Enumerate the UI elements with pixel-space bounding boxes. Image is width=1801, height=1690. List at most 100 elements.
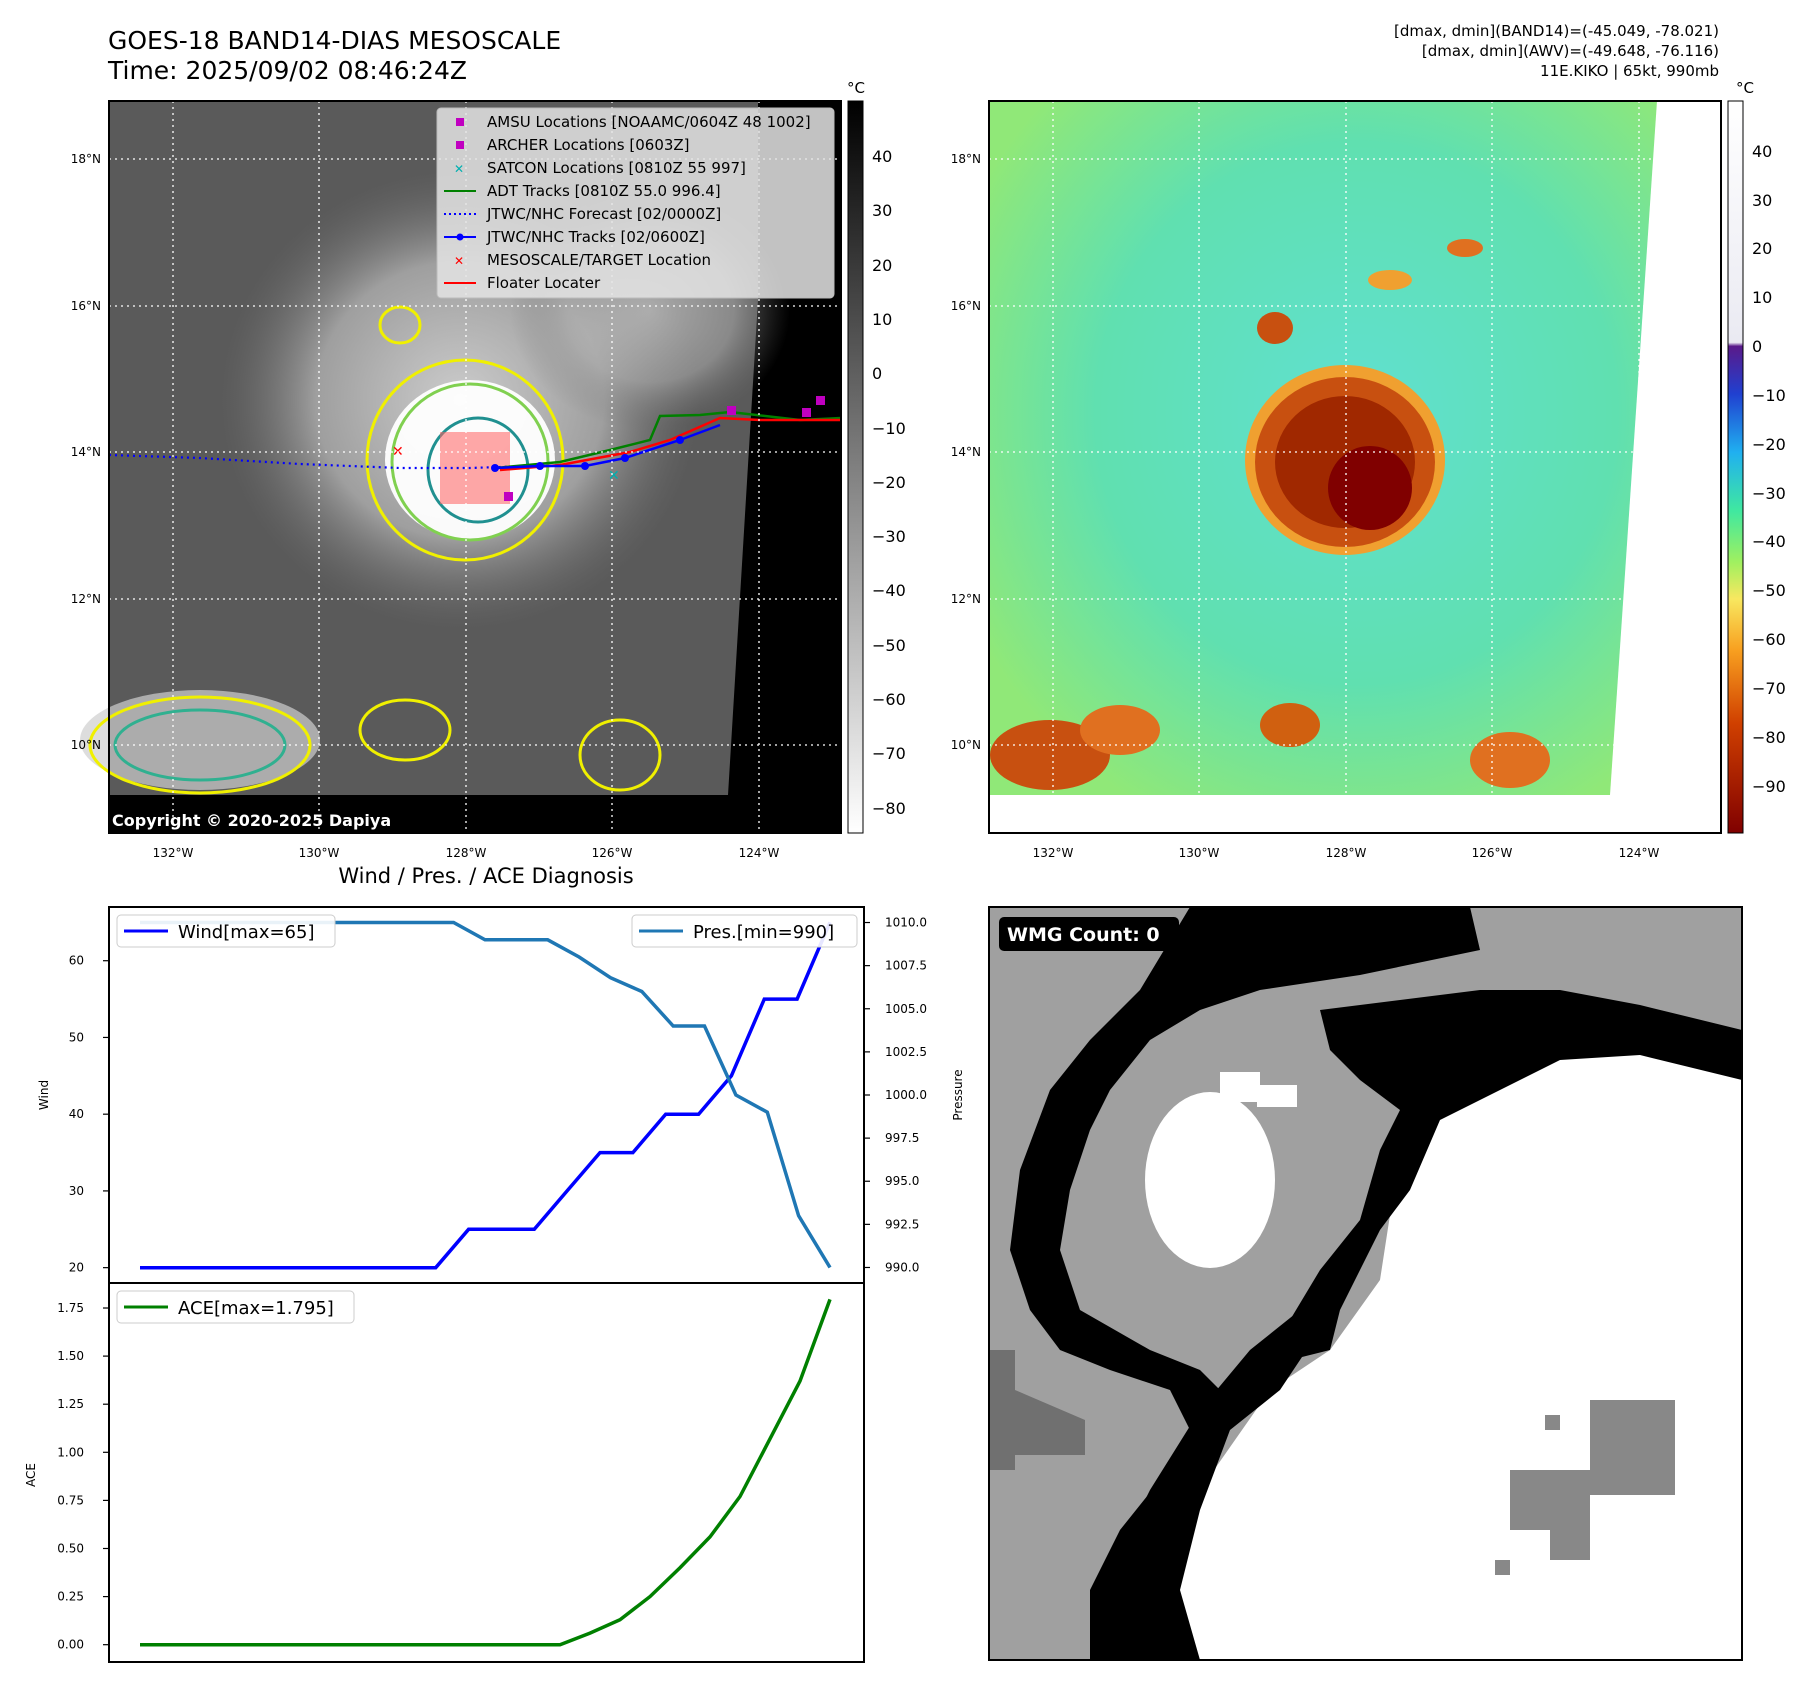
left-colorbar-tick: −60 bbox=[872, 690, 906, 709]
wmg-gray-patch-east bbox=[1495, 1560, 1510, 1575]
left-lat-tick: 16°N bbox=[71, 299, 101, 313]
pressure-tick-label: 1010.0 bbox=[885, 916, 927, 930]
right-lon-tick: 132°W bbox=[1033, 846, 1074, 860]
wmg-black-band-south bbox=[1100, 1310, 1320, 1660]
right-lon-tick: 124°W bbox=[1619, 846, 1660, 860]
ace-series-line bbox=[140, 1298, 832, 1647]
left-colorbar-tick: 30 bbox=[872, 201, 892, 220]
right-colorbar-tick: −30 bbox=[1752, 484, 1786, 503]
satcon-marker: ✕ bbox=[608, 468, 620, 484]
left-colorbar-tick: −70 bbox=[872, 744, 906, 763]
contour-yellow-north bbox=[378, 305, 422, 345]
right-colorbar-tick: −50 bbox=[1752, 581, 1786, 600]
right-lon-tick: 126°W bbox=[1472, 846, 1513, 860]
wmg-gray-patch-east bbox=[1550, 1520, 1590, 1560]
pressure-tick-label: 997.5 bbox=[885, 1131, 919, 1145]
legend-archer-swatch bbox=[456, 141, 464, 149]
pressure-tick-label: 1000.0 bbox=[885, 1088, 927, 1102]
right-map-gridlines bbox=[989, 101, 1721, 833]
ace-tick-label: 0.50 bbox=[57, 1541, 84, 1555]
ace-tick-label: 0.25 bbox=[57, 1590, 84, 1604]
right-cloud-north-east-b bbox=[1368, 270, 1412, 290]
pressure-axis-ticks: 1010.0 1007.5 1005.0 1002.5 1000.0 997.5 995.0… bbox=[864, 916, 927, 1274]
archer-marker bbox=[816, 396, 825, 405]
ace-tick-label: 1.25 bbox=[57, 1397, 84, 1411]
legend-archer-label: ARCHER Locations [0603Z] bbox=[487, 136, 690, 154]
wmg-small-white-patch bbox=[1257, 1085, 1297, 1107]
left-lon-tick: 126°W bbox=[592, 846, 633, 860]
right-colorbar bbox=[1727, 100, 1744, 834]
legend-amsu-label: AMSU Locations [NOAAMC/0604Z 48 1002] bbox=[487, 113, 811, 131]
ace-axis-label: ACE bbox=[24, 1463, 38, 1487]
diagnosis-chart: 20 30 40 50 60 1010.0 1007.5 1005.0 1002.5 1000.… bbox=[24, 906, 965, 1663]
jtwc-track-line bbox=[494, 423, 721, 470]
pressure-tick-label: 1007.5 bbox=[885, 959, 927, 973]
wmg-black-band-east bbox=[1290, 990, 1742, 1360]
right-cloud-south-west bbox=[990, 720, 1110, 790]
right-colorbar-ticks: 40 30 20 10 0 −10 −20 −30 −40 −50 −60 −7… bbox=[1752, 142, 1786, 796]
contour-yellow-south bbox=[88, 695, 312, 795]
archer-marker bbox=[727, 406, 736, 415]
ace-legend-box bbox=[116, 1290, 355, 1324]
pressure-tick-label: 1002.5 bbox=[885, 1045, 927, 1059]
pressure-axis-label: Pressure bbox=[951, 1069, 965, 1120]
storm-info: 11E.KIKO | 65kt, 990mb bbox=[1540, 62, 1719, 80]
left-lon-tick: 132°W bbox=[153, 846, 194, 860]
left-colorbar-tick: 0 bbox=[872, 364, 882, 383]
ace-axis-ticks: 0.00 0.25 0.50 0.75 1.00 1.25 1.50 1.75 bbox=[57, 1301, 109, 1652]
left-map-bottom-nodata bbox=[109, 795, 841, 833]
forecast-track-line bbox=[108, 453, 531, 470]
ace-plot-frame bbox=[108, 1282, 865, 1663]
wind-tick-label: 50 bbox=[69, 1030, 84, 1044]
right-map-frame bbox=[988, 100, 1722, 834]
wind-series-line bbox=[140, 921, 832, 1270]
left-map-legend-box bbox=[436, 107, 835, 299]
wmg-gray-patch-east bbox=[1590, 1400, 1675, 1495]
right-lat-tick: 10°N bbox=[951, 738, 981, 752]
pressure-tick-label: 990.0 bbox=[885, 1260, 919, 1274]
legend-target-swatch: ✕ bbox=[454, 254, 464, 268]
right-colorbar-tick: 20 bbox=[1752, 239, 1772, 258]
left-cloud-south bbox=[80, 690, 320, 790]
right-colorbar-tick: −70 bbox=[1752, 679, 1786, 698]
wmg-count-label: WMG Count: 0 bbox=[1007, 924, 1160, 946]
right-cloud-south-mid bbox=[1260, 703, 1320, 747]
band14-range: [dmax, dmin](BAND14)=(-45.049, -78.021) bbox=[1394, 22, 1719, 40]
right-lat-tick: 14°N bbox=[951, 445, 981, 459]
right-cloud-south-west-b bbox=[1080, 705, 1160, 755]
left-lat-tick: 14°N bbox=[71, 445, 101, 459]
jtwc-track-point bbox=[491, 464, 499, 472]
legend-floater-label: Floater Locater bbox=[487, 274, 601, 292]
wind-tick-label: 40 bbox=[69, 1107, 84, 1121]
diagnosis-title: Wind / Pres. / ACE Diagnosis bbox=[338, 864, 634, 888]
awv-range: [dmax, dmin](AWV)=(-49.648, -76.116) bbox=[1421, 42, 1719, 60]
jtwc-track-point bbox=[621, 454, 629, 462]
pres-legend-box bbox=[631, 914, 858, 948]
legend-target-label: MESOSCALE/TARGET Location bbox=[487, 251, 711, 269]
contour-yellow-south-east bbox=[578, 718, 662, 792]
legend-satcon-label: SATCON Locations [0810Z 55 997] bbox=[487, 159, 746, 177]
left-map-frame bbox=[108, 100, 842, 834]
jtwc-track-point bbox=[581, 462, 589, 470]
wind-legend-box bbox=[116, 914, 336, 948]
right-colorbar-tick: −10 bbox=[1752, 386, 1786, 405]
right-lat-tick: 12°N bbox=[951, 592, 981, 606]
left-colorbar-ticks: 40 30 20 10 0 −10 −20 −30 −40 −50 −60 −7… bbox=[872, 147, 906, 818]
wmg-small-white-patch bbox=[1220, 1072, 1260, 1102]
left-lat-tick: 12°N bbox=[71, 592, 101, 606]
left-colorbar-tick: −50 bbox=[872, 636, 906, 655]
wind-tick-label: 20 bbox=[69, 1261, 84, 1275]
pressure-tick-label: 995.0 bbox=[885, 1174, 919, 1188]
wind-axis-ticks: 20 30 40 50 60 bbox=[69, 954, 109, 1275]
right-colorbar-tick: −20 bbox=[1752, 435, 1786, 454]
right-colorbar-tick: 0 bbox=[1752, 337, 1762, 356]
left-colorbar-tick: 10 bbox=[872, 310, 892, 329]
right-colorbar-unit: °C bbox=[1736, 79, 1754, 97]
right-lat-tick: 18°N bbox=[951, 152, 981, 166]
legend-amsu-swatch bbox=[456, 118, 464, 126]
wmg-panel: WMG Count: 0 bbox=[988, 906, 1743, 1661]
adt-track-line bbox=[494, 410, 842, 470]
pressure-tick-label: 1005.0 bbox=[885, 1002, 927, 1016]
ace-tick-label: 1.50 bbox=[57, 1349, 84, 1363]
wmg-gray-patch-east bbox=[1545, 1415, 1560, 1430]
